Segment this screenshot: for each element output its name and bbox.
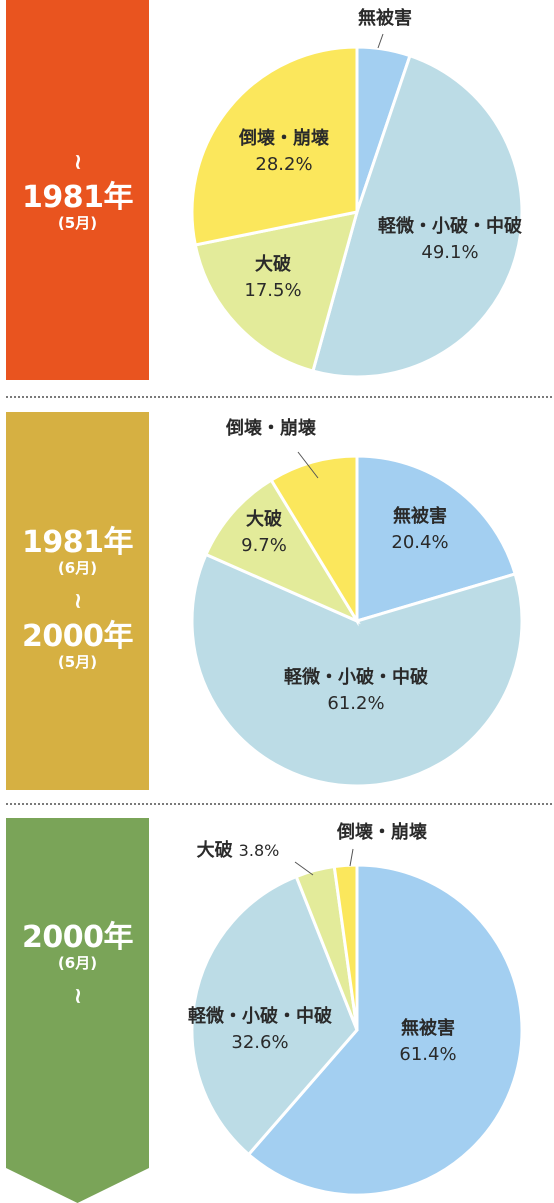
period-band-3-arrow: [6, 818, 149, 1203]
pie-1-label-3: 大破 17.5%: [244, 253, 301, 301]
pie-1-label-2: 軽微・小破・中破 49.1%: [378, 215, 522, 263]
pie-2-leader-4: [297, 451, 319, 479]
pie-3-label-3: 大破 3.8%: [197, 839, 280, 861]
pie-2-slice-3: [204, 477, 361, 625]
pie-1-slice-3: [193, 210, 360, 373]
period-2-year-end: 2000年: [22, 619, 134, 654]
pie-1-slice-4: [190, 45, 359, 247]
pie-1-slice-2: [311, 53, 524, 379]
pie-1-label-1: 無被害: [358, 7, 412, 29]
period-2-year-start: 1981年: [22, 524, 134, 560]
separator-2: [6, 803, 552, 805]
pie-2-label-1: 無被害 20.4%: [391, 505, 448, 553]
period-1-month: (5月): [57, 213, 98, 232]
pie-3-slice-2: [190, 874, 359, 1157]
pie-2-slice-2: [190, 552, 524, 788]
period-2-month-end: (5月): [57, 653, 98, 671]
pie-3-leader-4: [349, 848, 354, 867]
pie-chart-2: 無被害 20.4% 軽微・小破・中破 61.2% 大破 9.7% 倒壊・崩壊: [190, 417, 524, 788]
period-band-2: 1981年 (6月) ~ 2000年 (5月): [6, 412, 149, 790]
separator-1: [6, 396, 552, 398]
pie-3-leader-3: [294, 861, 314, 876]
pie-2-slice-1: [355, 454, 518, 624]
pie-3-label-2: 軽微・小破・中破 32.6%: [188, 1005, 332, 1053]
period-3-year: 2000年: [22, 919, 134, 955]
pie-2-label-3: 大破 9.7%: [241, 508, 287, 556]
pie-3-slice-4: [332, 863, 359, 1031]
pie-3-label-1: 無被害 61.4%: [399, 1017, 456, 1065]
pie-2-slice-4: [269, 454, 359, 627]
period-band-1: ~ 1981年 (5月): [6, 0, 149, 380]
pie-1-leader-1: [377, 33, 384, 49]
pie-chart-3: 無被害 61.4% 軽微・小破・中破 32.6% 大破 3.8% 倒壊・崩壊: [188, 821, 524, 1197]
period-1-year: 1981年: [22, 179, 134, 215]
pie-3-label-4: 倒壊・崩壊: [336, 821, 427, 843]
pie-1-label-4: 倒壊・崩壊 28.2%: [238, 127, 329, 175]
pie-2-label-4: 倒壊・崩壊: [225, 417, 316, 439]
pie-2-label-2: 軽微・小破・中破 61.2%: [284, 666, 428, 714]
period-3-month: (6月): [57, 953, 98, 972]
period-2-month-start: (6月): [57, 558, 98, 577]
pie-3-slice-1: [246, 863, 524, 1197]
period-band-3: 2000年 (6月) ~: [6, 818, 149, 1118]
